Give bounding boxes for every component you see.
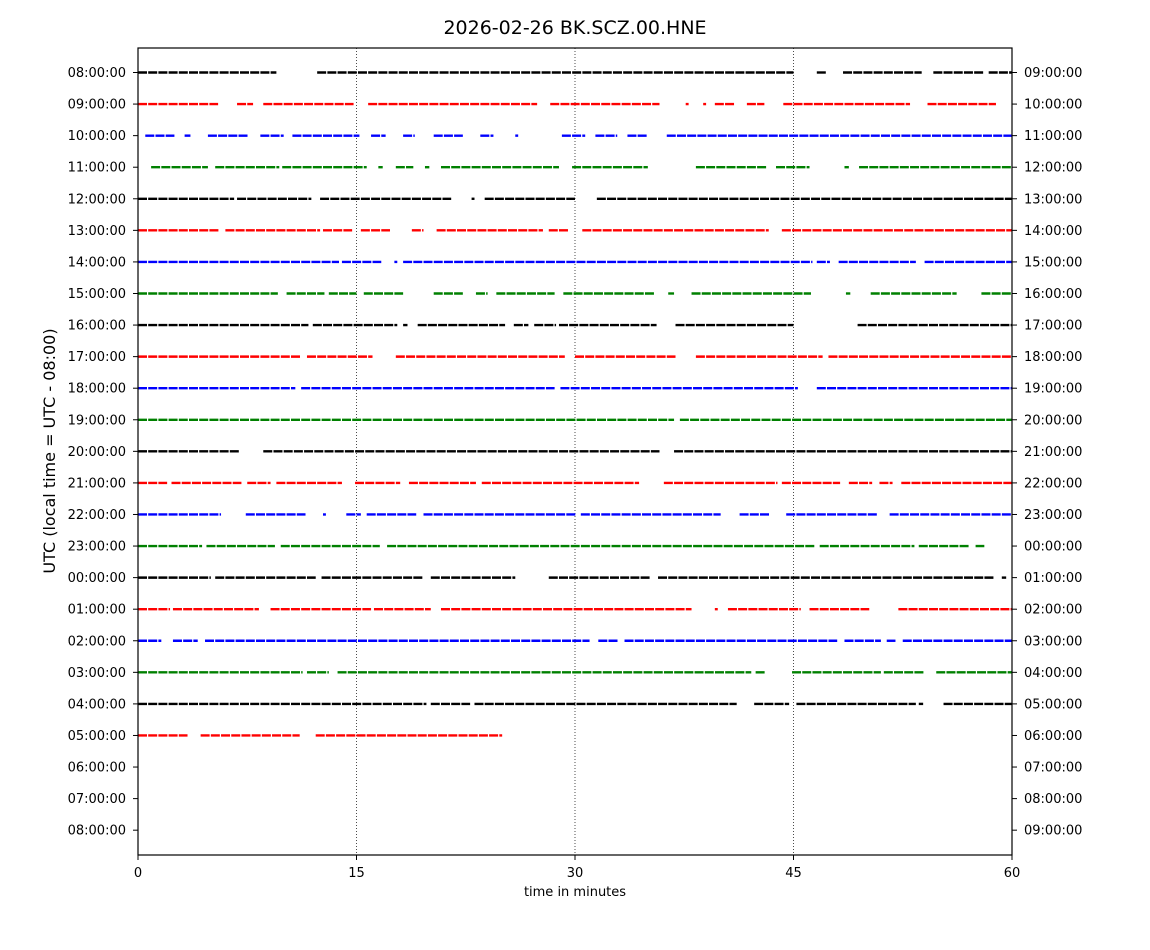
y-tick-label-left: 10:00:00 bbox=[68, 129, 126, 144]
y-tick-label-left: 21:00:00 bbox=[68, 476, 126, 491]
y-tick-label-right: 00:00:00 bbox=[1024, 540, 1082, 555]
y-tick-label-left: 01:00:00 bbox=[68, 603, 126, 618]
y-tick-label-right: 15:00:00 bbox=[1024, 255, 1082, 270]
y-tick-label-right: 09:00:00 bbox=[1024, 824, 1082, 839]
y-tick-label-right: 13:00:00 bbox=[1024, 192, 1082, 207]
y-tick-label-right: 22:00:00 bbox=[1024, 476, 1082, 491]
y-tick-label-left: 23:00:00 bbox=[68, 540, 126, 555]
y-tick-label-left: 11:00:00 bbox=[68, 161, 126, 176]
y-tick-label-left: 12:00:00 bbox=[68, 192, 126, 207]
y-tick-label-left: 07:00:00 bbox=[68, 792, 126, 807]
y-tick-label-left: 06:00:00 bbox=[68, 761, 126, 776]
y-tick-label-right: 14:00:00 bbox=[1024, 224, 1082, 239]
y-tick-label-right: 20:00:00 bbox=[1024, 413, 1082, 428]
x-tick-label: 60 bbox=[1004, 866, 1021, 881]
x-tick-label: 15 bbox=[348, 866, 365, 881]
y-tick-label-left: 16:00:00 bbox=[68, 319, 126, 334]
y-tick-label-right: 03:00:00 bbox=[1024, 634, 1082, 649]
axis-ticks: 08:00:00 09:00:00 09:00:00 10:00:00 10:00:00… bbox=[68, 66, 1083, 881]
x-tick-label: 30 bbox=[567, 866, 584, 881]
y-tick-label-right: 05:00:00 bbox=[1024, 697, 1082, 712]
x-axis-label: time in minutes bbox=[524, 885, 626, 900]
y-tick-label-right: 10:00:00 bbox=[1024, 98, 1082, 113]
y-tick-label-left: 00:00:00 bbox=[68, 571, 126, 586]
y-tick-label-left: 05:00:00 bbox=[68, 729, 126, 744]
y-tick-label-left: 03:00:00 bbox=[68, 666, 126, 681]
y-tick-label-left: 17:00:00 bbox=[68, 350, 126, 365]
y-tick-label-right: 09:00:00 bbox=[1024, 66, 1082, 81]
y-tick-label-right: 01:00:00 bbox=[1024, 571, 1082, 586]
y-tick-label-left: 04:00:00 bbox=[68, 697, 126, 712]
x-tick-label: 45 bbox=[785, 866, 802, 881]
y-tick-label-left: 20:00:00 bbox=[68, 445, 126, 460]
y-tick-label-right: 02:00:00 bbox=[1024, 603, 1082, 618]
y-tick-label-right: 06:00:00 bbox=[1024, 729, 1082, 744]
y-tick-label-left: 14:00:00 bbox=[68, 255, 126, 270]
y-tick-label-left: 08:00:00 bbox=[68, 66, 126, 81]
y-axis-label: UTC (local time = UTC - 08:00) bbox=[40, 328, 59, 573]
plot-frame bbox=[137, 47, 1013, 856]
y-tick-label-right: 18:00:00 bbox=[1024, 350, 1082, 365]
y-tick-label-right: 17:00:00 bbox=[1024, 319, 1082, 334]
y-tick-label-left: 15:00:00 bbox=[68, 287, 126, 302]
y-tick-label-left: 09:00:00 bbox=[68, 98, 126, 113]
y-tick-label-right: 19:00:00 bbox=[1024, 382, 1082, 397]
y-tick-label-left: 13:00:00 bbox=[68, 224, 126, 239]
y-tick-label-right: 16:00:00 bbox=[1024, 287, 1082, 302]
y-tick-label-right: 21:00:00 bbox=[1024, 445, 1082, 460]
y-tick-label-left: 08:00:00 bbox=[68, 824, 126, 839]
y-tick-label-right: 12:00:00 bbox=[1024, 161, 1082, 176]
y-tick-label-left: 02:00:00 bbox=[68, 634, 126, 649]
y-tick-label-right: 08:00:00 bbox=[1024, 792, 1082, 807]
data-traces bbox=[138, 71, 1012, 737]
y-tick-label-left: 22:00:00 bbox=[68, 508, 126, 523]
y-tick-label-left: 18:00:00 bbox=[68, 382, 126, 397]
vertical-gridlines bbox=[356, 48, 794, 855]
y-tick-label-left: 19:00:00 bbox=[68, 413, 126, 428]
chart-title: 2026-02-26 BK.SCZ.00.HNE bbox=[443, 17, 706, 39]
y-tick-label-right: 04:00:00 bbox=[1024, 666, 1082, 681]
x-tick-label: 0 bbox=[134, 866, 142, 881]
y-tick-label-right: 11:00:00 bbox=[1024, 129, 1082, 144]
y-tick-label-right: 07:00:00 bbox=[1024, 761, 1082, 776]
y-tick-label-right: 23:00:00 bbox=[1024, 508, 1082, 523]
